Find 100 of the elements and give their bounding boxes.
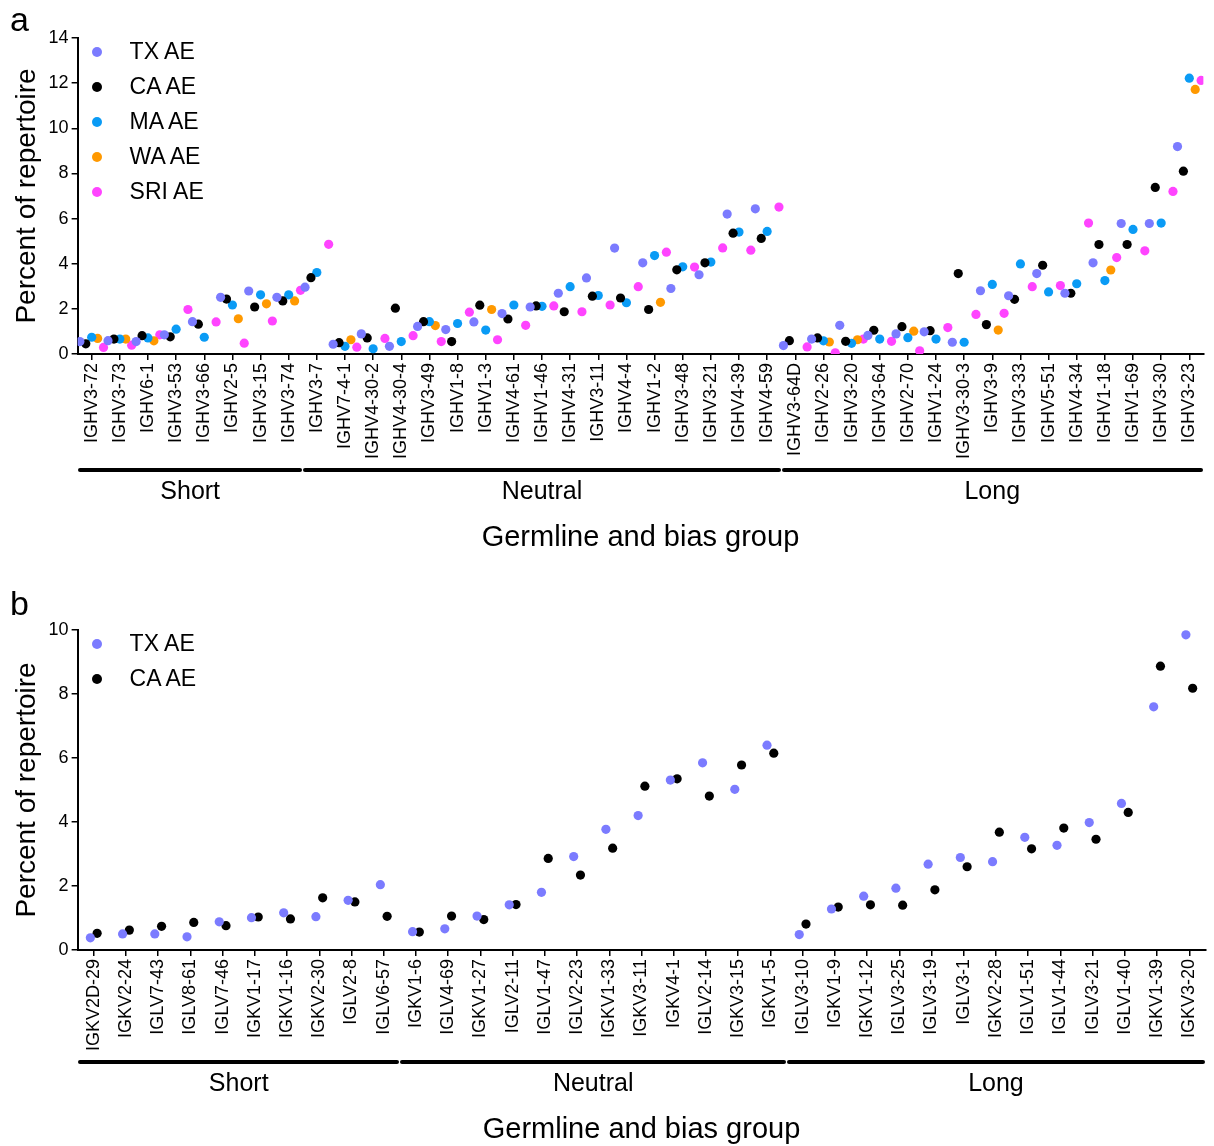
x-tick-label: IGHV3-33 [1009,362,1030,444]
chart-title: b [10,584,29,622]
x-tick-label: IGKV1-39 [1146,958,1167,1039]
x-tick-label: IGHV5-51 [1037,362,1058,444]
x-tick-label: IGKV1-5 [759,958,780,1028]
x-tick-label: IGHV1-69 [1121,362,1142,444]
x-tick-label: IGLV1-51 [1017,958,1038,1035]
x-tick-label: IGHV3-11 [587,362,608,442]
x-tick-label: IGHV3-72 [80,362,101,444]
legend-label: MA AE [129,108,199,135]
x-tick-label: IGHV3-7 [305,362,326,433]
x-tick-label: IGHV3-21 [699,362,720,444]
x-tick-label: IGKV3-20 [1178,958,1199,1039]
x-tick-label: IGHV4-30-4 [390,362,411,460]
x-tick-label: IGHV6-1 [136,362,157,433]
y-tick-label: 8 [58,682,69,703]
x-tick-label: IGKV1-12 [856,958,877,1039]
y-tick-label: 12 [48,72,69,93]
x-tick-label: IGHV4-4 [615,362,636,433]
x-tick-label: IGLV1-44 [1049,958,1070,1035]
text: Short [207,1068,270,1097]
x-tick-label: IGLV3-19 [920,958,941,1035]
text: Neutral [500,476,584,505]
x-tick-label: IGLV7-43 [147,958,168,1035]
x-tick-label: IGKV3-15 [727,958,748,1039]
x-tick-label: IGHV3-49 [418,362,439,444]
y-axis-title: Percent of repertoire [9,68,41,324]
x-tick-label: IGLV7-46 [211,958,232,1035]
x-tick-label: IGHV4-59 [756,362,777,444]
x-tick-label: IGHV3-15 [249,362,270,444]
x-tick-label: IGHV4-61 [502,362,523,444]
x-tick-label: IGKV1-6 [404,958,425,1028]
x-tick-label: IGHV4-39 [727,362,748,444]
x-tick-label: IGHV1-24 [924,362,945,444]
x-tick-label: IGKV1-17 [243,958,264,1039]
x-tick-label: IGHV3-73 [108,362,129,444]
x-tick-label: IGHV3-64 [868,362,889,444]
y-tick-label: 0 [58,342,69,363]
x-tick-label: IGKV2D-29 [82,958,103,1052]
text: Long [963,476,1022,505]
x-tick-label: IGHV3-74 [277,362,298,444]
x-tick-label: IGHV1-3 [474,362,495,433]
legend-label: TX AE [129,38,195,65]
x-tick-label: IGLV1-47 [533,958,554,1035]
x-tick-label: IGHV2-26 [812,362,833,444]
x-tick-label: IGLV1-40 [1113,958,1134,1035]
x-tick-label: IGHV4-30-2 [362,362,383,460]
x-tick-label: IGLV2-11 [501,958,522,1034]
x-tick-label: IGHV2-70 [896,362,917,444]
x-tick-label: IGHV4-31 [559,362,580,444]
text: Neutral [551,1068,635,1097]
x-tick-label: IGHV3-20 [840,362,861,444]
x-axis-title: Germline and bias group [481,1112,802,1145]
x-tick-label: IGHV3-30 [1150,362,1171,444]
x-tick-label: IGLV3-1 [952,958,973,1025]
x-tick-label: IGHV1-2 [643,362,664,433]
legend-label: TX AE [129,630,195,657]
x-tick-label: IGLV2-23 [566,958,587,1035]
x-tick-label: IGKV4-1 [662,958,683,1028]
y-tick-label: 8 [58,162,69,183]
x-tick-label: IGKV2-28 [984,958,1005,1039]
x-tick-label: IGKV2-30 [308,958,329,1039]
x-tick-label: IGHV3-53 [165,362,186,444]
x-tick-label: IGLV6-57 [372,958,393,1035]
x-tick-label: IGKV1-16 [276,958,297,1039]
y-tick-label: 4 [58,252,69,273]
x-tick-label: IGHV3-48 [671,362,692,444]
y-tick-label: 6 [58,207,69,228]
x-tick-label: IGLV2-14 [694,958,715,1035]
y-tick-label: 10 [48,117,69,138]
y-tick-label: 2 [58,297,69,318]
x-tick-label: IGKV2-24 [114,958,135,1039]
legend-label: CA AE [129,73,197,100]
x-tick-label: IGLV8-61 [179,958,200,1035]
x-tick-label: IGLV3-25 [888,958,909,1035]
x-tick-label: IGHV1-46 [530,362,551,444]
text: Long [967,1068,1025,1097]
chart-title: a [10,0,29,38]
y-tick-label: 2 [58,874,69,895]
legend-label: SRI AE [129,178,204,205]
x-tick-label: IGHV4-34 [1065,362,1086,444]
text: Short [159,476,222,505]
y-tick-label: 0 [58,938,69,959]
y-axis-title: Percent of repertoire [9,662,41,918]
x-tick-label: IGHV2-5 [221,362,242,433]
x-tick-label: IGHV3-66 [193,362,214,444]
y-tick-label: 6 [58,746,69,767]
y-tick-label: 10 [48,618,69,639]
legend-label: WA AE [129,143,201,170]
x-tick-label: IGHV7-4-1 [333,362,354,449]
x-tick-label: IGHV1-8 [446,362,467,433]
x-tick-label: IGLV2-8 [340,958,361,1025]
x-tick-label: IGHV3-23 [1178,362,1199,444]
x-tick-label: IGLV4-69 [437,958,458,1035]
x-tick-label: IGKV1-27 [469,958,490,1039]
legend-label: CA AE [129,665,197,692]
y-tick-label: 4 [58,810,69,831]
x-tick-label: IGLV3-21 [1081,958,1102,1035]
x-tick-label: IGKV3-11 [630,958,651,1037]
x-tick-label: IGHV3-9 [981,362,1002,433]
